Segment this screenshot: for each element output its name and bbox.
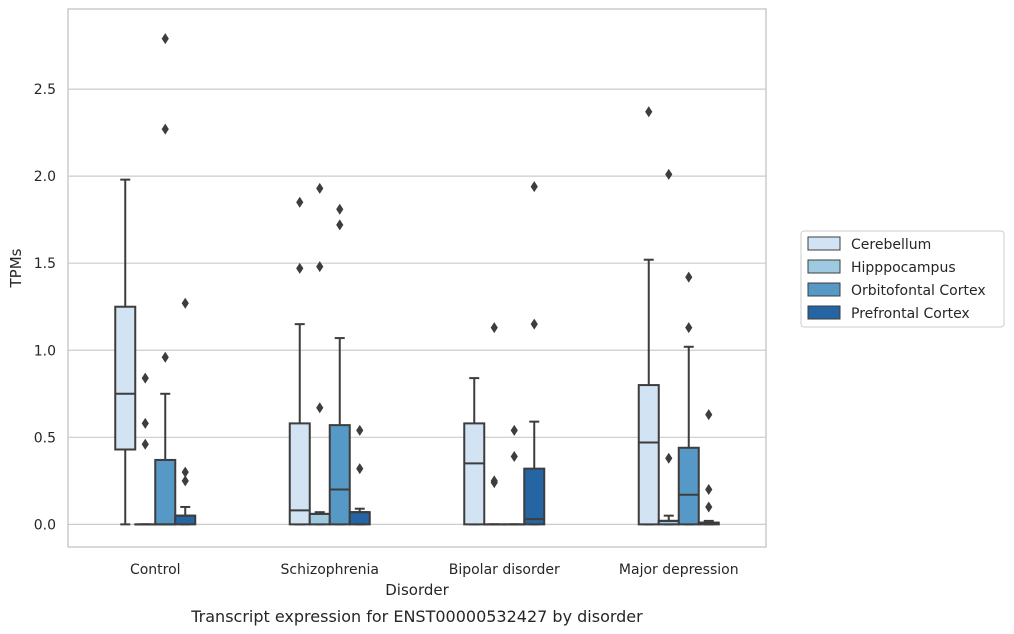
y-tick-label: 2.0	[34, 169, 56, 185]
outlier-point	[141, 372, 149, 384]
box-cerebellum	[463, 377, 486, 526]
y-axis-ticks: 0.0 0.5 1.0 1.5 2.0 2.5	[34, 82, 56, 533]
box-hipppocampus	[657, 168, 680, 526]
outlier-point	[356, 424, 364, 436]
x-tick-label: Bipolar disorder	[449, 562, 560, 578]
x-axis-label: Disorder	[385, 581, 449, 599]
legend-frame	[800, 230, 1005, 328]
outlier-point	[685, 322, 693, 334]
box-iqr	[637, 384, 660, 526]
x-tick-label: Schizophrenia	[281, 562, 379, 578]
legend-item: Prefrontal Cortex	[807, 305, 970, 322]
box-groups	[114, 33, 720, 526]
outlier-point	[336, 219, 344, 231]
x-tick-label: Control	[130, 562, 181, 578]
outlier-point	[161, 33, 169, 45]
legend-items: Cerebellum Hipppocampus Orbitofontal Corte…	[807, 236, 986, 322]
box-iqr	[154, 458, 177, 526]
box-iqr	[288, 422, 311, 526]
box-orbitofontal-cortex	[154, 33, 177, 526]
box-group-major-depression	[637, 106, 720, 526]
box-iqr	[174, 514, 197, 526]
outlier-point	[181, 297, 189, 309]
box-iqr	[677, 446, 700, 526]
box-iqr	[114, 305, 137, 451]
box-iqr	[523, 467, 546, 526]
y-tick-label: 1.5	[34, 256, 56, 272]
outlier-point	[705, 501, 713, 513]
legend-swatch	[807, 259, 841, 274]
legend-item: Orbitofontal Cortex	[807, 282, 986, 299]
box-prefrontal-cortex	[174, 297, 197, 526]
outlier-point	[161, 123, 169, 135]
legend-swatch	[807, 236, 841, 251]
box-group-schizophrenia	[288, 182, 371, 526]
y-tick-label: 2.5	[34, 82, 56, 98]
outlier-point	[665, 452, 673, 464]
box-hipppocampus	[483, 322, 506, 526]
outlier-point	[665, 168, 673, 180]
outlier-point	[510, 424, 518, 436]
outlier-point	[336, 203, 344, 215]
legend-swatch	[807, 282, 841, 297]
outlier-point	[645, 106, 653, 118]
legend-item: Hipppocampus	[807, 259, 956, 276]
box-cerebellum	[288, 196, 311, 526]
box-cerebellum	[637, 106, 660, 526]
outlier-point	[141, 438, 149, 450]
y-tick-label: 0.5	[34, 430, 56, 446]
outlier-point	[181, 466, 189, 478]
y-axis-label: TPMs	[7, 248, 25, 288]
outlier-point	[530, 318, 538, 330]
chart-caption: Transcript expression for ENST0000053242…	[190, 607, 643, 626]
outlier-point	[296, 196, 304, 208]
box-prefrontal-cortex	[697, 409, 720, 526]
box-orbitofontal-cortex	[677, 271, 700, 526]
x-axis-ticks: Control Schizophrenia Bipolar disorder Majo…	[130, 562, 739, 578]
outlier-point	[181, 475, 189, 487]
legend-label: Cerebellum	[851, 237, 931, 253]
box-iqr	[348, 511, 371, 526]
box-iqr	[463, 422, 486, 526]
legend-label: Orbitofontal Cortex	[851, 283, 986, 299]
outlier-point	[490, 322, 498, 334]
outlier-point	[316, 261, 324, 273]
x-tick-label: Major depression	[619, 562, 739, 578]
legend: Cerebellum Hipppocampus Orbitofontal Corte…	[800, 230, 1005, 328]
outlier-point	[510, 450, 518, 462]
outlier-point	[490, 475, 498, 487]
legend-label: Hipppocampus	[851, 260, 956, 276]
legend-label: Prefrontal Cortex	[851, 306, 970, 322]
outlier-point	[161, 351, 169, 363]
outlier-point	[356, 463, 364, 475]
box-group-control	[114, 33, 197, 526]
box-iqr	[328, 424, 351, 526]
box-prefrontal-cortex	[348, 424, 371, 526]
box-group-bipolar-disorder	[463, 181, 546, 526]
y-tick-label: 1.0	[34, 343, 56, 359]
outlier-point	[296, 262, 304, 274]
box-prefrontal-cortex	[523, 181, 546, 526]
outlier-point	[316, 182, 324, 194]
outlier-point	[705, 484, 713, 496]
outlier-point	[316, 402, 324, 414]
box-orbitofontal-cortex	[328, 203, 351, 526]
plot-frame	[67, 8, 767, 548]
y-tick-label: 0.0	[34, 517, 56, 533]
box-cerebellum	[114, 178, 137, 526]
outlier-point	[530, 181, 538, 193]
outlier-point	[141, 417, 149, 429]
legend-swatch	[807, 305, 841, 320]
box-hipppocampus	[134, 372, 157, 526]
legend-item: Cerebellum	[807, 236, 931, 253]
outlier-point	[685, 271, 693, 283]
outlier-point	[705, 409, 713, 421]
box-iqr	[308, 512, 331, 526]
